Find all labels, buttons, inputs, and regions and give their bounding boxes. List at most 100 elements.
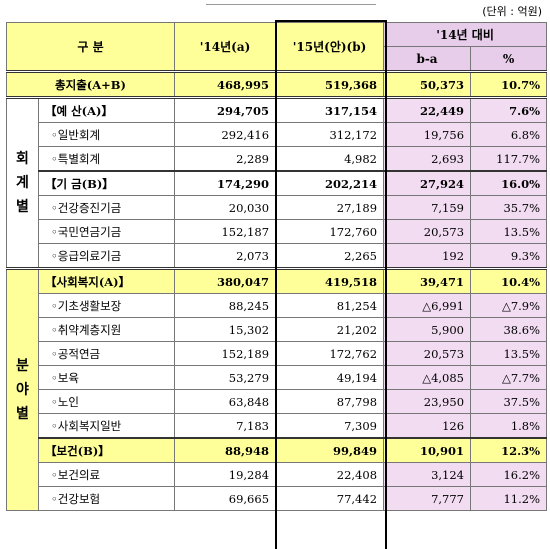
value-pct: 11.2% — [470, 486, 548, 511]
table-row: ◦응급의료기금 2,073 2,265 192 9.3% — [7, 243, 548, 269]
value-2015: 4,982 — [275, 146, 385, 172]
value-pct: 10.4% — [470, 267, 548, 294]
value-2015: 172,760 — [275, 219, 385, 244]
table-row: ◦일반회계 292,416 312,172 19,756 6.8% — [7, 122, 548, 147]
row-label: ◦보육 — [37, 365, 176, 390]
value-diff: 20,573 — [383, 341, 472, 366]
value-2014: 63,848 — [174, 389, 277, 414]
budget-table: 구 분 '14년(a) '15년(안)(b) '14년 대비 b-a % 총지출… — [5, 22, 548, 511]
value-diff: 19,756 — [383, 122, 472, 147]
header-2015: '15년(안)(b) — [275, 22, 385, 72]
value-pct: 117.7% — [470, 146, 548, 172]
value-diff: 126 — [383, 413, 472, 439]
table-row: ◦보건의료 19,284 22,408 3,124 16.2% — [7, 462, 548, 487]
value-2015: 87,798 — [275, 389, 385, 414]
header-compare: '14년 대비 — [383, 22, 548, 47]
value-2014: 152,189 — [174, 341, 277, 366]
total-pct: 10.7% — [470, 70, 548, 98]
row-label: ◦취약계층지원 — [37, 317, 176, 342]
table-row: ◦특별회계 2,289 4,982 2,693 117.7% — [7, 146, 548, 172]
total-label: 총지출(A+B) — [5, 70, 176, 98]
value-diff: 192 — [383, 243, 472, 269]
value-diff: 2,693 — [383, 146, 472, 172]
value-2014: 174,290 — [174, 170, 277, 196]
row-label: ◦보건의료 — [37, 462, 176, 487]
row-label: ◦건강증진기금 — [37, 195, 176, 220]
value-pct: 35.7% — [470, 195, 548, 220]
value-pct: 1.8% — [470, 413, 548, 439]
header-2014: '14년(a) — [174, 22, 277, 72]
value-diff: 7,159 — [383, 195, 472, 220]
value-2015: 99,849 — [275, 437, 385, 463]
row-label: 【예 산(A)】 — [37, 96, 176, 123]
table-row: ◦보육 53,279 49,194 △4,085 △7.7% — [7, 365, 548, 390]
total-diff: 50,373 — [383, 70, 472, 98]
value-2014: 69,665 — [174, 486, 277, 511]
value-diff: 5,900 — [383, 317, 472, 342]
value-pct: 13.5% — [470, 219, 548, 244]
value-2014: 19,284 — [174, 462, 277, 487]
row-label: ◦사회복지일반 — [37, 413, 176, 439]
value-2015: 419,518 — [275, 267, 385, 294]
row-label: ◦기초생활보장 — [37, 293, 176, 318]
value-2015: 21,202 — [275, 317, 385, 342]
header-diff: b-a — [383, 46, 472, 72]
value-pct: 37.5% — [470, 389, 548, 414]
table-row: ◦공적연금 152,189 172,762 20,573 13.5% — [7, 341, 548, 366]
table-row: ◦사회복지일반 7,183 7,309 126 1.8% — [7, 413, 548, 439]
value-diff: 39,471 — [383, 267, 472, 294]
value-diff: 7,777 — [383, 486, 472, 511]
value-diff: 23,950 — [383, 389, 472, 414]
value-2014: 88,948 — [174, 437, 277, 463]
value-2014: 152,187 — [174, 219, 277, 244]
value-2015: 202,214 — [275, 170, 385, 196]
header-pct: % — [470, 46, 548, 72]
value-2015: 2,265 — [275, 243, 385, 269]
row-label: ◦특별회계 — [37, 146, 176, 172]
total-v14: 468,995 — [174, 70, 277, 98]
table-row: 분 야 별 【사회복지(A)】 380,047 419,518 39,471 10.4% — [6, 267, 548, 511]
value-2014: 292,416 — [174, 122, 277, 147]
field-group-char: 별 — [16, 406, 29, 422]
row-label: 【보건(B)】 — [37, 437, 176, 463]
table-row: ◦국민연금기금 152,187 172,760 20,573 13.5% — [7, 219, 548, 244]
value-2015: 7,309 — [275, 413, 385, 439]
value-2014: 294,705 — [174, 96, 277, 123]
value-2015: 77,442 — [275, 486, 385, 511]
value-diff: 3,124 — [383, 462, 472, 487]
table-row: 【보건(B)】 88,948 99,849 10,901 12.3% — [7, 437, 548, 463]
value-pct: △7.9% — [470, 293, 548, 318]
value-diff: 20,573 — [383, 219, 472, 244]
row-label: ◦응급의료기금 — [37, 243, 176, 269]
value-pct: 16.0% — [470, 170, 548, 196]
table-row: 회 계 별 【예 산(A)】 294,705 317,154 22,449 7.6% — [6, 96, 548, 269]
total-row: 총지출(A+B) 468,995 519,368 50,373 10.7% — [5, 70, 548, 98]
account-group-char: 회 — [16, 151, 29, 167]
row-label: 【사회복지(A)】 — [37, 267, 176, 294]
value-pct: 16.2% — [470, 462, 548, 487]
row-label: 【기 금(B)】 — [37, 170, 176, 196]
table-row: ◦취약계층지원 15,302 21,202 5,900 38.6% — [7, 317, 548, 342]
value-pct: 9.3% — [470, 243, 548, 269]
account-group-char: 계 — [16, 175, 29, 191]
value-2014: 380,047 — [174, 267, 277, 294]
value-2015: 312,172 — [275, 122, 385, 147]
top-rule — [206, 0, 376, 5]
value-pct: 13.5% — [470, 341, 548, 366]
value-2014: 53,279 — [174, 365, 277, 390]
value-2015: 22,408 — [275, 462, 385, 487]
row-label: ◦일반회계 — [37, 122, 176, 147]
value-2015: 172,762 — [275, 341, 385, 366]
value-2014: 2,073 — [174, 243, 277, 269]
table-row: 【기 금(B)】 174,290 202,214 27,924 16.0% — [7, 170, 548, 196]
value-diff: 22,449 — [383, 96, 472, 123]
row-label: ◦국민연금기금 — [37, 219, 176, 244]
value-2014: 2,289 — [174, 146, 277, 172]
value-diff: 27,924 — [383, 170, 472, 196]
field-group-char: 분 — [16, 358, 29, 374]
value-diff: 10,901 — [383, 437, 472, 463]
value-pct: △7.7% — [470, 365, 548, 390]
value-pct: 6.8% — [470, 122, 548, 147]
